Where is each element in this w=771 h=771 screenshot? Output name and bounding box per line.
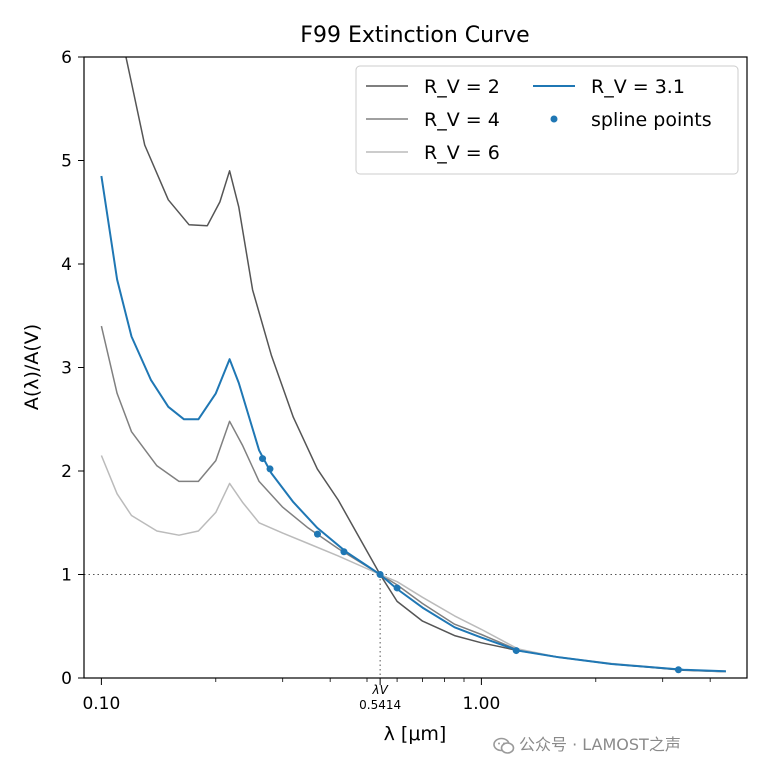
- spline-point-0: [259, 455, 267, 463]
- lambda-v-value: 0.5414: [359, 698, 401, 712]
- chart-title: F99 Extinction Curve: [300, 23, 529, 48]
- x-tick-label-1: 1.00: [462, 694, 500, 714]
- series-line-2: [100, 455, 726, 673]
- spline-point-5: [393, 584, 401, 592]
- watermark: 公众号 · LAMOST之声: [493, 731, 681, 755]
- spline-point-3: [340, 548, 348, 556]
- legend-label-rv6: R_V = 6: [424, 142, 500, 164]
- legend-label-rv31: R_V = 3.1: [591, 76, 685, 98]
- legend-box: [355, 65, 739, 175]
- y-tick-label-2: 2: [61, 462, 72, 482]
- spline-point-4: [376, 571, 384, 578]
- legend-marker-spline: [550, 115, 558, 123]
- y-axis-label: A(λ)/A(V): [21, 324, 43, 410]
- y-tick-label-0: 0: [61, 669, 72, 689]
- y-tick-label-3: 3: [61, 359, 72, 379]
- x-tick-label-0: 0.10: [82, 694, 120, 714]
- spline-point-1: [266, 465, 274, 473]
- y-tick-label-1: 1: [61, 566, 72, 586]
- legend-label-rv4: R_V = 4: [424, 109, 500, 131]
- spline-point-2: [313, 530, 321, 538]
- y-tick-label-4: 4: [61, 255, 72, 275]
- series-line-1: [100, 325, 726, 673]
- wechat-icon: [493, 737, 515, 754]
- spline-point-6: [512, 647, 520, 655]
- lambda-v-label: λV: [371, 683, 388, 697]
- legend-label-rv2: R_V = 2: [424, 76, 500, 98]
- watermark-text: 公众号 · LAMOST之声: [519, 735, 681, 754]
- legend: R_V = 2 R_V = 4 R_V = 6 R_V = 3.1 spline…: [355, 65, 739, 175]
- spline-point-7: [674, 666, 682, 674]
- legend-label-spline: spline points: [591, 109, 712, 131]
- x-axis-label: λ [μm]: [384, 723, 447, 745]
- y-tick-label-6: 6: [61, 48, 72, 68]
- y-tick-label-5: 5: [61, 152, 72, 172]
